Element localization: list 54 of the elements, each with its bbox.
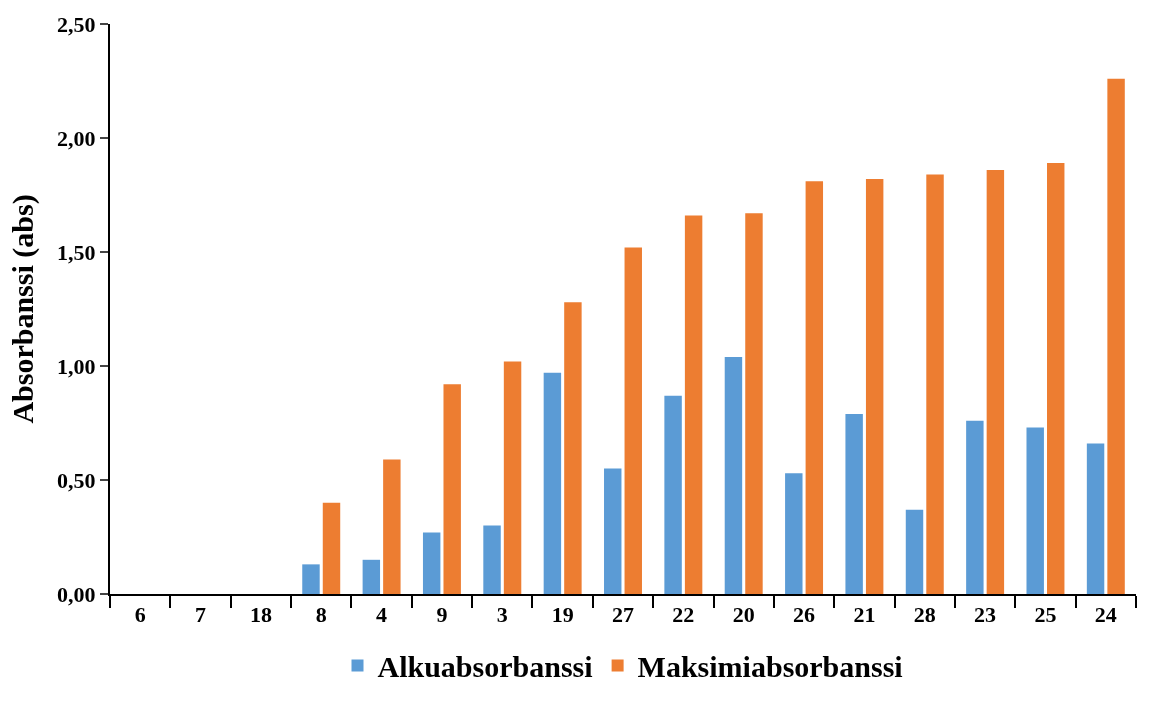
x-tick-label: 24 — [1094, 602, 1117, 628]
x-tick-label: 6 — [134, 602, 146, 628]
x-tick-label: 4 — [376, 602, 388, 628]
legend-label: Alkuabsorbanssi — [377, 650, 593, 684]
y-tick-label: 2,50 — [57, 11, 96, 37]
x-tick-label: 22 — [672, 602, 695, 628]
y-tick-label: 0,00 — [57, 581, 96, 607]
x-tick-label: 21 — [853, 602, 876, 628]
x-tick-label: 20 — [732, 602, 755, 628]
bar — [684, 215, 703, 594]
bar — [543, 372, 562, 594]
bar — [845, 413, 863, 594]
y-tick-label: 1,00 — [57, 353, 96, 379]
bar — [1107, 78, 1125, 594]
bar — [905, 509, 924, 594]
bar — [483, 525, 501, 594]
x-tick-label: 25 — [1034, 602, 1057, 628]
x-tick-label: 9 — [436, 602, 448, 628]
x-tick-label: 8 — [315, 602, 327, 628]
y-tick-label: 1,50 — [57, 239, 96, 265]
bar — [664, 395, 682, 594]
bar — [724, 356, 743, 594]
x-tick-label: 7 — [195, 602, 207, 628]
bar — [865, 179, 884, 594]
bar — [604, 468, 622, 594]
bar — [383, 459, 401, 594]
bar — [624, 247, 642, 594]
bar — [1047, 163, 1065, 594]
x-tick-label: 3 — [496, 602, 508, 628]
y-tick-label: 2,00 — [57, 125, 96, 151]
bar — [443, 384, 461, 594]
bar — [805, 181, 824, 594]
bar — [1026, 427, 1044, 594]
x-tick-label: 26 — [793, 602, 816, 628]
y-axis-title: Absorbanssi (abs) — [5, 194, 40, 424]
legend-label: Maksimiabsorbanssi — [637, 650, 903, 684]
x-tick-label: 27 — [612, 602, 634, 628]
bar — [1086, 443, 1105, 594]
bar — [785, 473, 803, 594]
bar — [926, 174, 944, 594]
y-tick-label: 0,50 — [57, 467, 96, 493]
bar — [966, 420, 984, 594]
x-tick-label: 19 — [551, 602, 574, 628]
bar — [362, 559, 381, 594]
bar — [422, 532, 441, 594]
bar — [503, 361, 522, 594]
bar — [986, 169, 1005, 594]
x-tick-label: 18 — [249, 602, 272, 628]
x-tick-label: 23 — [974, 602, 997, 628]
x-tick-label: 28 — [913, 602, 936, 628]
bar — [302, 564, 320, 594]
bar — [564, 302, 582, 594]
bar — [322, 502, 341, 594]
bar — [745, 213, 763, 594]
